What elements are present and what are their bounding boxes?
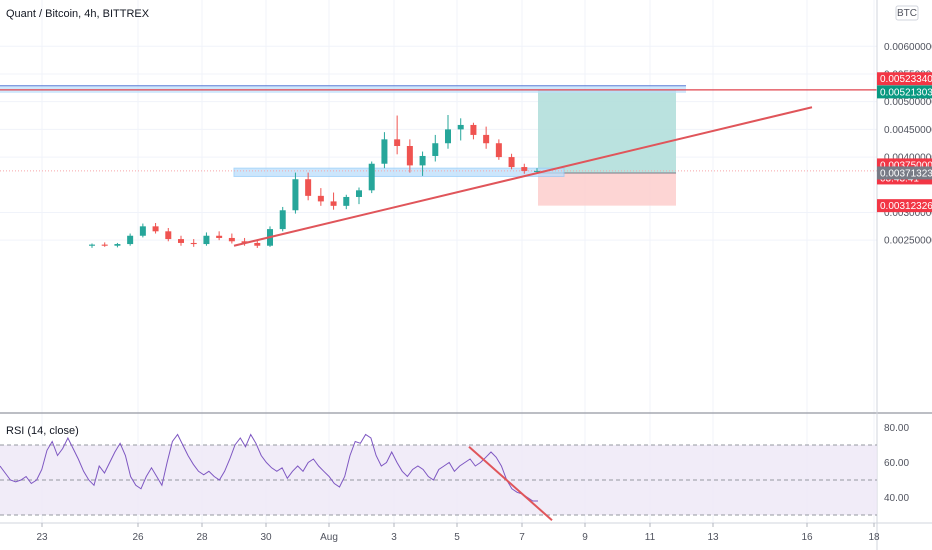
candle-body [114, 244, 121, 246]
rsi-descending-trendline[interactable] [468, 446, 553, 521]
candle-body [356, 190, 362, 197]
price-tick-label: 0.00300000 [884, 208, 932, 219]
price-tag-label: 0.00521303 [880, 87, 932, 98]
time-tick-label: 13 [707, 532, 719, 543]
price-tick-label: 0.00600000 [884, 42, 932, 53]
support-zone-box[interactable] [233, 167, 565, 177]
candle-body [445, 129, 451, 144]
candle-body [305, 179, 312, 196]
price-tick-label: 0.00450000 [884, 125, 932, 136]
price-tick-label: 0.00400000 [884, 153, 932, 164]
currency-badge: BTC [895, 5, 919, 21]
time-tick-label: 26 [132, 532, 144, 543]
long-position-stop-zone[interactable] [538, 172, 676, 206]
price-tick-label: 0.00500000 [884, 97, 932, 108]
ascending-trendline[interactable] [233, 106, 813, 247]
drawing-layer[interactable] [0, 85, 877, 206]
candle-body [178, 239, 184, 243]
candlestick-series [89, 114, 540, 248]
time-tick-label: 30 [260, 532, 272, 543]
price-tick-label: 0.00250000 [884, 236, 932, 247]
candle-body [381, 139, 388, 164]
time-tick-label: 23 [36, 532, 48, 543]
candle-body [190, 242, 197, 245]
rsi-line [0, 433, 538, 502]
candle-body [279, 210, 286, 230]
rsi-indicator-pane[interactable]: 80.00 60.00 40.00 [0, 423, 909, 521]
candle-body [330, 201, 337, 206]
time-axis[interactable]: 23 26 28 30 Aug 3 5 7 9 11 13 16 18 [36, 523, 880, 543]
candle-body [343, 196, 350, 206]
trendline-layer[interactable] [233, 106, 813, 247]
candle-body [317, 195, 324, 202]
long-position-target-zone[interactable] [538, 89, 676, 173]
price-tag [877, 72, 932, 86]
rsi-tick-label: 40.00 [884, 493, 909, 504]
time-tick-label: 11 [645, 532, 656, 543]
candle-body [254, 242, 261, 246]
candle-body [292, 179, 299, 211]
price-tag [877, 199, 932, 213]
time-tick-label: 16 [801, 532, 813, 543]
candle-body [495, 143, 502, 158]
price-tag-label: 0.00312326 [880, 201, 932, 212]
price-tag-label: 0.00371323 [880, 168, 932, 179]
candle-body [368, 163, 375, 191]
price-tag [877, 85, 932, 99]
time-tick-label: 9 [582, 532, 588, 543]
time-tick-label: 7 [519, 532, 525, 543]
candle-body [127, 235, 134, 245]
candle-body [508, 157, 515, 168]
price-axis[interactable]: 0.006000000.005500000.005000000.00450000… [877, 42, 932, 247]
candle-body [483, 134, 490, 144]
candle-body [216, 235, 223, 238]
candle-body [152, 226, 159, 232]
rsi-tick-label: 60.00 [884, 458, 909, 469]
candle-body [241, 241, 248, 243]
candle-body [470, 124, 477, 135]
candle-body [521, 167, 528, 171]
candle-body [432, 143, 439, 156]
candle-body [406, 146, 413, 166]
currency-badge-label: BTC [897, 8, 917, 19]
price-tag-label: 0.00375000 [880, 160, 932, 171]
candle-body [457, 124, 464, 130]
rsi-tick-label: 80.00 [884, 423, 909, 434]
candle-body [139, 226, 146, 236]
rsi-label: RSI (14, close) [6, 425, 79, 437]
candle-body [228, 237, 235, 242]
price-tag-label: 0.00523340 [880, 74, 932, 85]
time-tick-label: 3 [391, 532, 397, 543]
candle-body [394, 139, 401, 146]
price-tag [877, 166, 932, 180]
candle-body [203, 235, 210, 245]
candle-body [534, 170, 540, 172]
time-tick-label: Aug [320, 532, 338, 543]
candle-body [101, 244, 108, 246]
time-tick-label: 18 [868, 532, 880, 543]
candle-body [89, 244, 95, 246]
candle-body [419, 155, 426, 166]
candle-body [165, 231, 172, 240]
time-tick-label: 28 [196, 532, 208, 543]
time-tick-label: 5 [454, 532, 460, 543]
symbol-title: Quant / Bitcoin, 4h, BITTREX [6, 8, 150, 20]
